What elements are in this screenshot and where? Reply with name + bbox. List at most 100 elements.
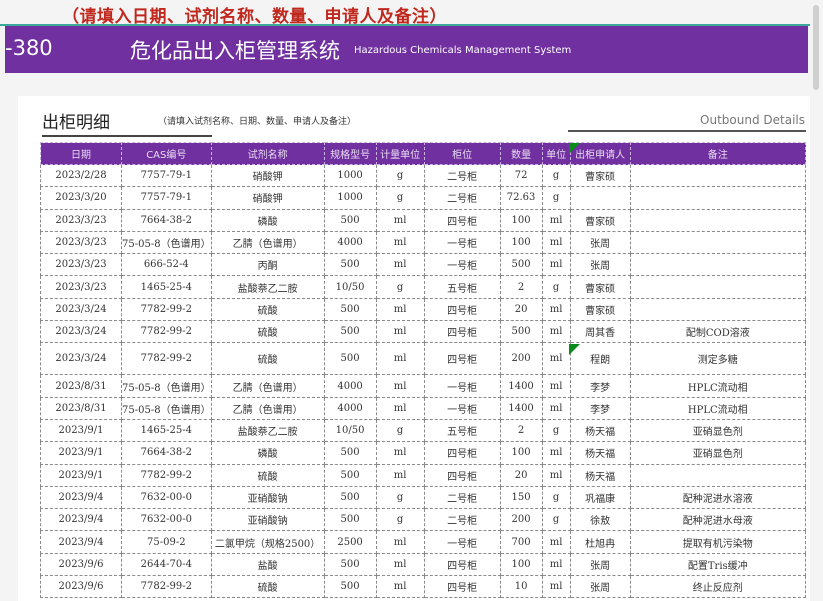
table-cell[interactable]: 提取有机污染物 xyxy=(629,530,807,554)
table-cell[interactable]: 500 xyxy=(323,441,377,465)
table-cell[interactable]: 一号柜 xyxy=(423,230,501,255)
table-cell[interactable] xyxy=(629,275,807,299)
table-cell[interactable] xyxy=(629,297,807,322)
table-cell[interactable]: ml xyxy=(541,253,571,277)
table-cell[interactable]: 丙酮 xyxy=(210,253,325,277)
table-cell[interactable]: 硝酸钾 xyxy=(210,186,325,210)
table-cell[interactable]: 硫酸 xyxy=(210,575,325,599)
table-cell[interactable]: 曹家硕 xyxy=(569,163,631,188)
table-cell[interactable]: 2023/3/20 xyxy=(40,186,122,210)
table-cell[interactable]: ml xyxy=(375,253,425,277)
table-cell[interactable]: 1000 xyxy=(323,163,377,188)
table-cell[interactable]: 10 xyxy=(499,575,543,599)
table-cell[interactable] xyxy=(629,230,807,255)
column-header[interactable]: 规格型号 xyxy=(323,142,377,165)
table-cell[interactable]: 张周 xyxy=(569,552,631,577)
table-cell[interactable]: 四号柜 xyxy=(423,575,501,599)
table-cell[interactable]: 1000 xyxy=(323,186,377,210)
table-cell[interactable]: 杨天福 xyxy=(569,463,631,487)
table-cell[interactable]: ml xyxy=(541,320,571,344)
table-cell[interactable]: 7782-99-2 xyxy=(121,342,212,376)
table-cell[interactable] xyxy=(629,463,807,487)
table-cell[interactable]: 一号柜 xyxy=(423,374,501,398)
comment-marker-icon[interactable] xyxy=(569,344,580,355)
table-cell[interactable]: 五号柜 xyxy=(423,275,501,299)
table-cell[interactable]: g xyxy=(375,163,425,188)
table-cell[interactable]: 亚硝酸钠 xyxy=(210,508,325,532)
table-cell[interactable]: 2023/9/4 xyxy=(40,508,122,532)
table-cell[interactable]: 500 xyxy=(323,575,377,599)
table-cell[interactable]: 500 xyxy=(323,463,377,487)
table-cell[interactable]: 7782-99-2 xyxy=(121,297,212,322)
table-cell[interactable]: 2023/3/23 xyxy=(40,230,122,255)
table-cell[interactable]: 200 xyxy=(499,508,543,532)
table-cell[interactable]: 7782-99-2 xyxy=(121,575,212,599)
table-cell[interactable]: ml xyxy=(541,396,571,420)
table-cell[interactable]: 4000 xyxy=(323,396,377,420)
table-cell[interactable]: 2023/3/23 xyxy=(40,275,122,299)
table-cell[interactable]: 配种泥进水溶液 xyxy=(629,485,807,510)
table-cell[interactable]: 巩福康 xyxy=(569,485,631,510)
table-cell[interactable]: 500 xyxy=(499,253,543,277)
table-cell[interactable]: 曹家硕 xyxy=(569,208,631,232)
table-cell[interactable]: 500 xyxy=(499,320,543,344)
table-cell[interactable]: 666-52-4 xyxy=(121,253,212,277)
table-cell[interactable] xyxy=(629,208,807,232)
table-cell[interactable]: 四号柜 xyxy=(423,441,501,465)
table-cell[interactable]: 500 xyxy=(323,253,377,277)
table-cell[interactable]: g xyxy=(375,186,425,210)
table-cell[interactable]: 100 xyxy=(499,208,543,232)
table-cell[interactable]: 2023/9/1 xyxy=(40,441,122,465)
table-cell[interactable]: 二号柜 xyxy=(423,186,501,210)
table-cell[interactable]: 7757-79-1 xyxy=(121,163,212,188)
table-cell[interactable]: 2023/3/24 xyxy=(40,297,122,322)
table-cell[interactable]: 配制COD溶液 xyxy=(629,320,807,344)
column-header[interactable]: 试剂名称 xyxy=(210,142,325,165)
table-cell[interactable]: 1465-25-4 xyxy=(121,418,212,443)
table-cell[interactable]: 7664-38-2 xyxy=(121,441,212,465)
table-cell[interactable]: ml xyxy=(375,463,425,487)
table-cell[interactable]: 亚硝显色剂 xyxy=(629,418,807,443)
table-cell[interactable] xyxy=(569,186,631,210)
table-cell[interactable]: 2023/8/31 xyxy=(40,374,122,398)
table-cell[interactable]: 500 xyxy=(323,508,377,532)
table-cell[interactable]: g xyxy=(541,163,571,188)
table-cell[interactable]: ml xyxy=(375,575,425,599)
table-cell[interactable]: 张周 xyxy=(569,253,631,277)
table-cell[interactable]: 硝酸钾 xyxy=(210,163,325,188)
table-cell[interactable]: ml xyxy=(541,575,571,599)
table-cell[interactable]: 4000 xyxy=(323,230,377,255)
table-cell[interactable]: 75-05-8（色谱用） xyxy=(121,230,212,255)
table-cell[interactable]: 二号柜 xyxy=(423,508,501,532)
table-cell[interactable]: 10/50 xyxy=(323,275,377,299)
table-cell[interactable]: 20 xyxy=(499,463,543,487)
table-cell[interactable]: 盐酸萘乙二胺 xyxy=(210,275,325,299)
table-cell[interactable]: 四号柜 xyxy=(423,342,501,376)
table-cell[interactable]: g xyxy=(541,275,571,299)
table-cell[interactable]: 杨天福 xyxy=(569,418,631,443)
table-cell[interactable]: 500 xyxy=(323,297,377,322)
column-header[interactable]: 出柜申请人 xyxy=(569,142,631,165)
table-cell[interactable]: ml xyxy=(375,320,425,344)
table-cell[interactable]: 亚硝显色剂 xyxy=(629,441,807,465)
table-cell[interactable]: 测定多糖 xyxy=(629,342,807,376)
table-cell[interactable]: 100 xyxy=(499,552,543,577)
table-cell[interactable]: 张周 xyxy=(569,575,631,599)
table-cell[interactable]: 四号柜 xyxy=(423,552,501,577)
table-cell[interactable]: g xyxy=(375,508,425,532)
column-header[interactable]: CAS编号 xyxy=(121,142,212,165)
table-cell[interactable]: 杨天福 xyxy=(569,441,631,465)
table-cell[interactable]: 二号柜 xyxy=(423,163,501,188)
table-cell[interactable]: 二号柜 xyxy=(423,485,501,510)
table-cell[interactable]: 7632-00-0 xyxy=(121,508,212,532)
table-cell[interactable]: 徐敖 xyxy=(569,508,631,532)
table-cell[interactable]: 张周 xyxy=(569,230,631,255)
table-cell[interactable]: 2023/3/24 xyxy=(40,342,122,376)
table-cell[interactable]: ml xyxy=(375,552,425,577)
table-cell[interactable]: 四号柜 xyxy=(423,208,501,232)
table-cell[interactable]: 2644-70-4 xyxy=(121,552,212,577)
table-cell[interactable]: 一号柜 xyxy=(423,530,501,554)
table-cell[interactable]: 李梦 xyxy=(569,374,631,398)
table-cell[interactable]: 2023/9/4 xyxy=(40,485,122,510)
table-cell[interactable]: HPLC流动相 xyxy=(629,374,807,398)
